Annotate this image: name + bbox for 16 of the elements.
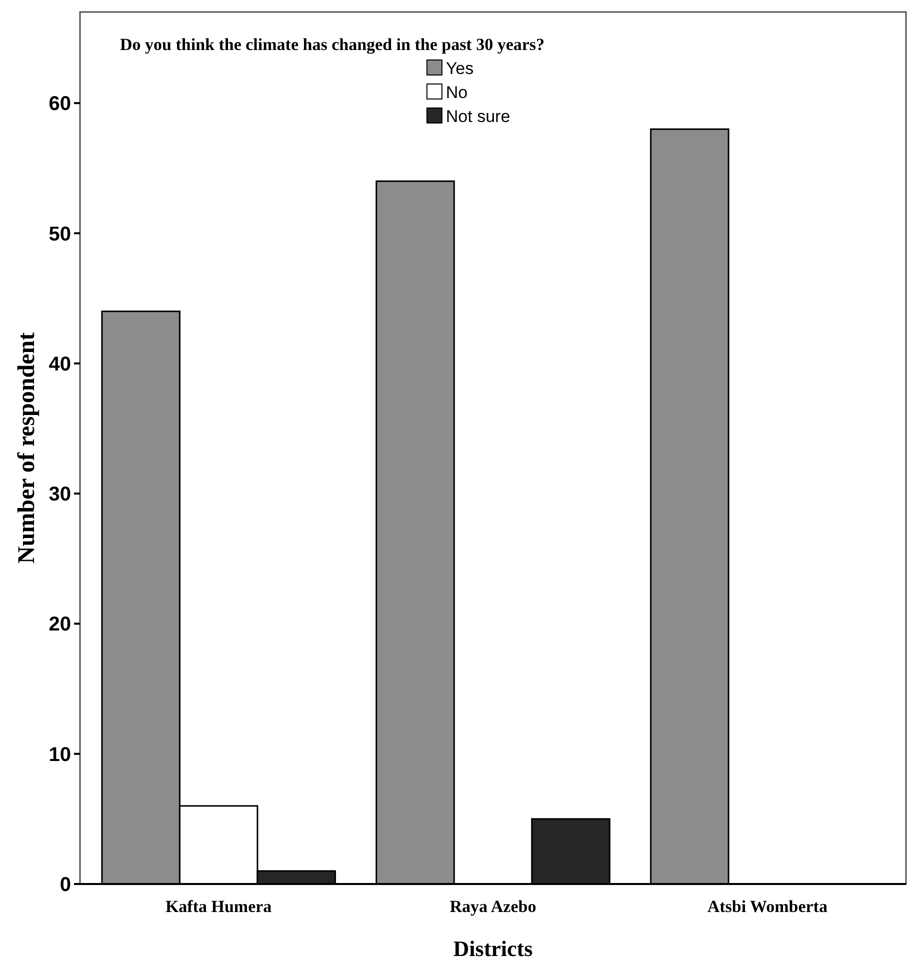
y-tick-label: 10 (48, 744, 71, 766)
y-tick-label: 40 (48, 353, 71, 376)
y-axis-title: Number of respondent (14, 332, 40, 564)
y-tick-label: 20 (48, 614, 71, 636)
legend-label: Yes (446, 58, 474, 78)
x-axis-title: Districts (453, 936, 534, 961)
legend-label: No (446, 82, 468, 102)
y-tick-label: 0 (60, 874, 71, 896)
text: Do you think the climate has changed in the past 30 years? (120, 35, 545, 54)
y-tick-label: 30 (48, 484, 71, 506)
x-tick-label: Kafta Humera (165, 897, 272, 916)
y-tick-label: 50 (48, 223, 71, 246)
x-tick-label: Raya Azebo (450, 897, 536, 916)
y-tick-label: 60 (48, 93, 71, 116)
x-tick-label: Atsbi Womberta (707, 897, 828, 916)
legend-label: Not sure (446, 106, 510, 126)
